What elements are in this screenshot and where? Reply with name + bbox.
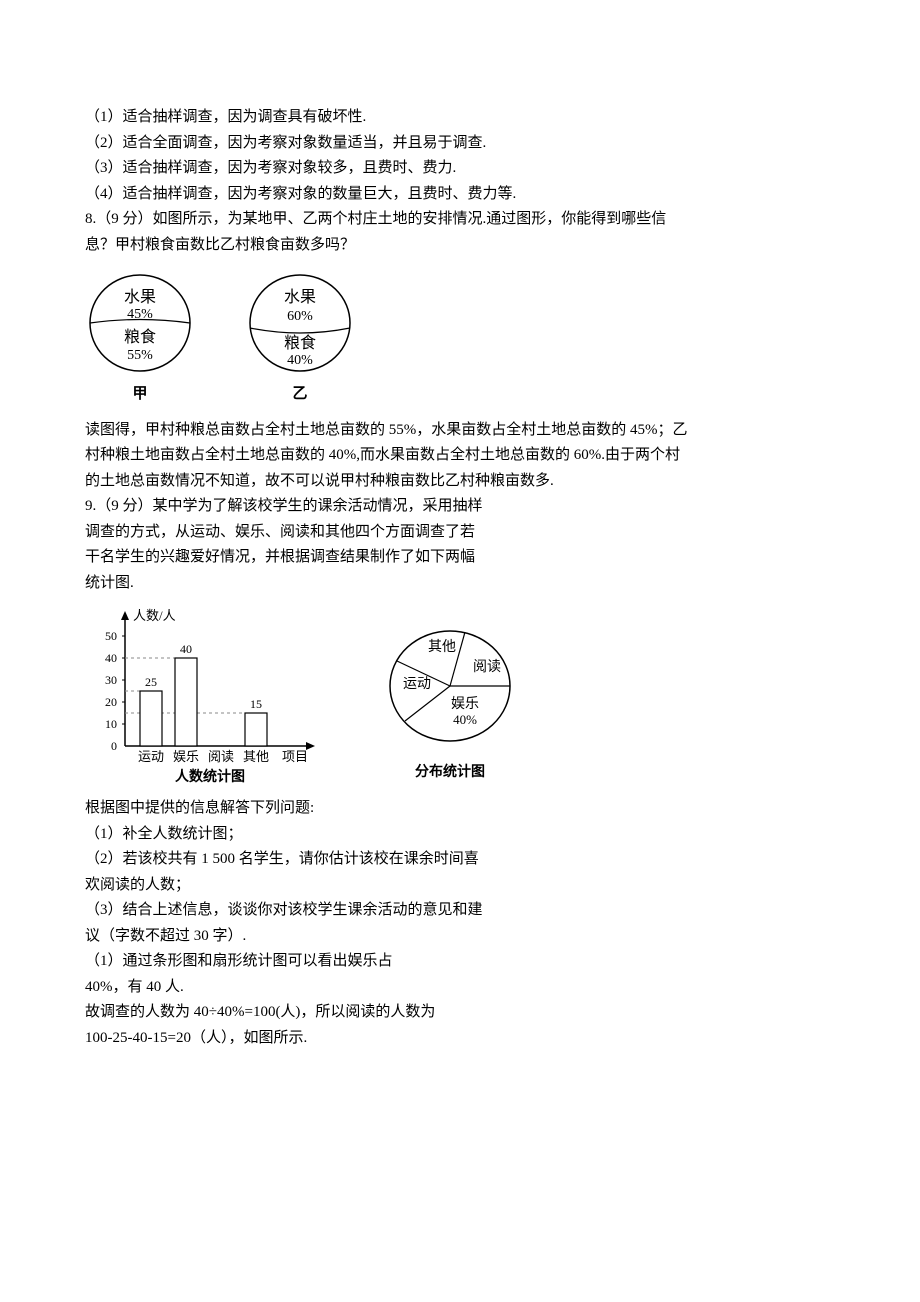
q9-ans3: 故调查的人数为 40÷40%=100(人)，所以阅读的人数为 (85, 1000, 840, 1026)
answer-7-1: （1）适合抽样调查，因为调查具有破坏性. (85, 105, 840, 131)
yi-fruit-pct: 60% (287, 309, 313, 324)
q9-sub1: 根据图中提供的信息解答下列问题: (85, 796, 840, 822)
bar-label-2: 40 (180, 642, 192, 656)
q9-sub2: （1）补全人数统计图； (85, 822, 840, 848)
pie-entertain: 娱乐 (451, 696, 479, 712)
jia-fruit-label: 水果 (124, 288, 156, 306)
yi-label: 乙 (245, 382, 355, 408)
question-8-line2: 息？甲村粮食亩数比乙村粮食亩数多吗？ (85, 233, 840, 259)
question-9-line2: 调查的方式，从运动、娱乐、阅读和其他四个方面调查了若 (85, 520, 840, 546)
jia-fruit-pct: 45% (127, 307, 153, 322)
pie-yi: 水果 60% 粮食 40% (245, 268, 355, 378)
q9-ans4: 100-25-40-15=20（人），如图所示. (85, 1026, 840, 1052)
q9-sub4: 欢阅读的人数； (85, 873, 840, 899)
answer-8-1: 读图得，甲村种粮总亩数占全村土地总亩数的 55%，水果亩数占全村土地总亩数的 4… (85, 418, 840, 444)
jia-grain-pct: 55% (127, 348, 153, 363)
q9-sub3: （2）若该校共有 1 500 名学生，请你估计该校在课余时间喜 (85, 847, 840, 873)
y-axis-title: 人数/人 (133, 608, 176, 623)
svg-text:50: 50 (105, 629, 117, 643)
q8-charts: 水果 45% 粮食 55% 甲 水果 60% 粮食 40% 乙 (85, 268, 840, 408)
svg-text:40: 40 (105, 651, 117, 665)
svg-text:阅读: 阅读 (208, 749, 234, 764)
answer-7-2: （2）适合全面调查，因为考察对象数量适当，并且易于调查. (85, 131, 840, 157)
q9-sub6: 议（字数不超过 30 字）. (85, 924, 840, 950)
q9-ans2: 40%，有 40 人. (85, 975, 840, 1001)
yi-grain-label: 粮食 (284, 334, 316, 352)
svg-text:20: 20 (105, 695, 117, 709)
pie-sport: 运动 (403, 676, 431, 692)
svg-text:运动: 运动 (138, 749, 164, 764)
x-axis-title: 项目 (282, 749, 308, 764)
pie-yi-container: 水果 60% 粮食 40% 乙 (245, 268, 355, 408)
pie-entertain-pct: 40% (453, 712, 477, 727)
question-9-line1: 9.（9 分）某中学为了解该校学生的课余活动情况，采用抽样 (85, 494, 840, 520)
yi-fruit-label: 水果 (284, 288, 316, 306)
pie-other: 其他 (428, 639, 456, 655)
jia-label: 甲 (85, 382, 195, 408)
bar-chart: 人数/人 0 10 20 30 40 50 25 40 (85, 606, 335, 786)
question-8-line1: 8.（9 分）如图所示，为某地甲、乙两个村庄土地的安排情况.通过图形，你能得到哪… (85, 207, 840, 233)
bar-label-4: 15 (250, 697, 262, 711)
question-9-line4: 统计图. (85, 571, 840, 597)
pie-chart-title: 分布统计图 (415, 763, 485, 780)
jia-grain-label: 粮食 (124, 328, 156, 346)
yi-grain-pct: 40% (287, 353, 313, 368)
bar-chart-title: 人数统计图 (175, 768, 245, 785)
pie-jia-container: 水果 45% 粮食 55% 甲 (85, 268, 195, 408)
q9-sub5: （3）结合上述信息，谈谈你对该校学生课余活动的意见和建 (85, 898, 840, 924)
answer-8-2: 村种粮土地亩数占全村土地总亩数的 40%,而水果亩数占全村土地总亩数的 60%.… (85, 443, 840, 469)
bar-label-1: 25 (145, 675, 157, 689)
q9-charts: 人数/人 0 10 20 30 40 50 25 40 (85, 606, 840, 786)
svg-text:娱乐: 娱乐 (173, 749, 199, 764)
svg-text:10: 10 (105, 717, 117, 731)
svg-text:30: 30 (105, 673, 117, 687)
pie-jia: 水果 45% 粮食 55% (85, 268, 195, 378)
q9-ans1: （1）通过条形图和扇形统计图可以看出娱乐占 (85, 949, 840, 975)
bar-chart-container: 人数/人 0 10 20 30 40 50 25 40 (85, 606, 335, 786)
answer-8-3: 的土地总亩数情况不知道，故不可以说甲村种粮亩数比乙村种粮亩数多. (85, 469, 840, 495)
svg-text:0: 0 (111, 739, 117, 753)
pie-chart-container: 其他 阅读 运动 娱乐 40% 分布统计图 (365, 616, 535, 786)
distribution-pie: 其他 阅读 运动 娱乐 40% 分布统计图 (365, 616, 535, 786)
pie-reading: 阅读 (473, 658, 501, 675)
answer-7-4: （4）适合抽样调查，因为考察对象的数量巨大，且费时、费力等. (85, 182, 840, 208)
answer-7-3: （3）适合抽样调查，因为考察对象较多，且费时、费力. (85, 156, 840, 182)
svg-text:其他: 其他 (243, 749, 269, 764)
question-9-line3: 干名学生的兴趣爱好情况，并根据调查结果制作了如下两幅 (85, 545, 840, 571)
